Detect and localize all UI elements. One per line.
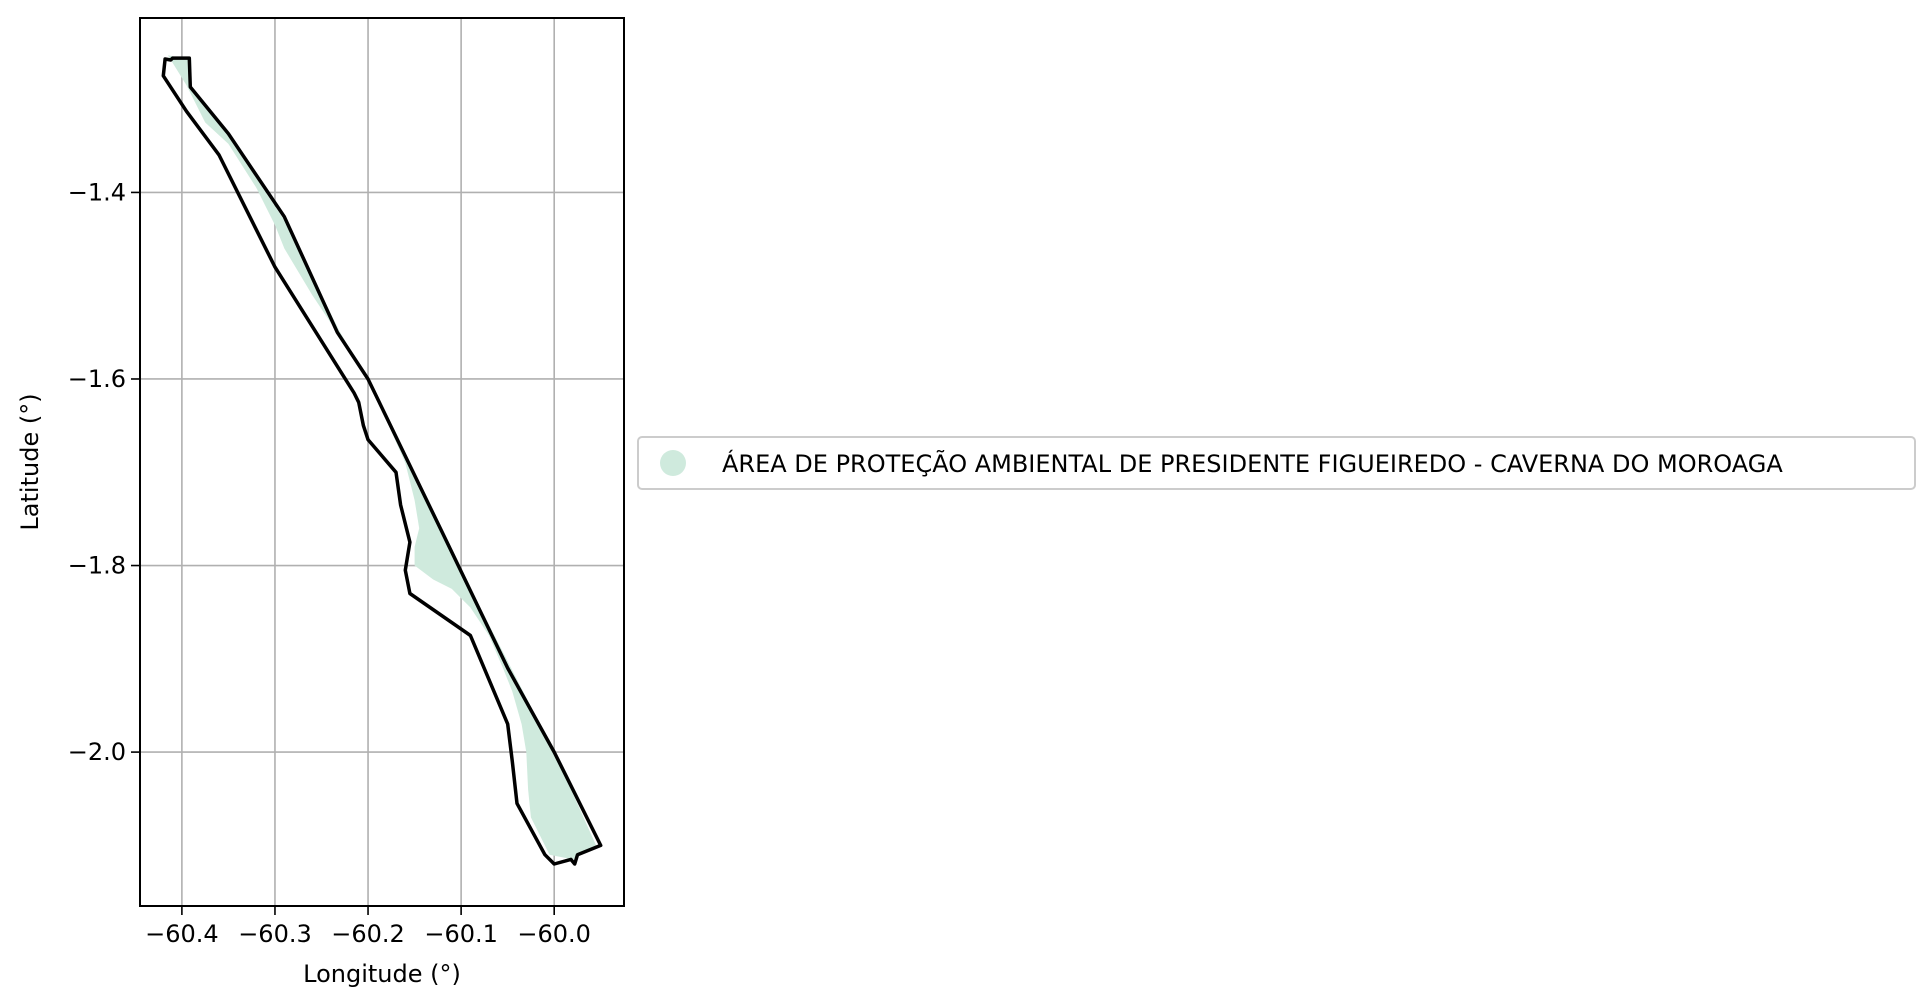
protected-area-polygon bbox=[167, 55, 597, 860]
y-tick-label: −1.6 bbox=[68, 365, 126, 393]
plot-frame bbox=[139, 17, 625, 907]
x-tick-label: −60.2 bbox=[331, 920, 405, 948]
legend-box bbox=[637, 436, 1916, 490]
x-axis-ticks: −60.4 −60.3 −60.2 −60.1 −60.0 bbox=[145, 906, 591, 948]
boundary-outline bbox=[161, 56, 603, 866]
x-tick-label: −60.0 bbox=[517, 920, 591, 948]
legend-label: ÁREA DE PROTEÇÃO AMBIENTAL DE PRESIDENTE… bbox=[722, 448, 1783, 478]
map-features bbox=[161, 55, 603, 866]
x-tick-label: −60.4 bbox=[145, 920, 219, 948]
x-tick-label: −60.3 bbox=[238, 920, 312, 948]
x-axis-label: Longitude (°) bbox=[303, 960, 461, 988]
legend: ÁREA DE PROTEÇÃO AMBIENTAL DE PRESIDENTE… bbox=[637, 436, 1916, 490]
gridlines bbox=[140, 18, 624, 906]
y-axis-ticks: −1.4 −1.6 −1.8 −2.0 bbox=[68, 178, 140, 766]
y-tick-label: −1.4 bbox=[68, 178, 126, 206]
y-axis-label: Latitude (°) bbox=[16, 393, 44, 530]
x-tick-label: −60.1 bbox=[424, 920, 498, 948]
legend-marker bbox=[660, 450, 686, 476]
y-tick-label: −1.8 bbox=[68, 552, 126, 580]
y-tick-label: −2.0 bbox=[68, 738, 126, 766]
